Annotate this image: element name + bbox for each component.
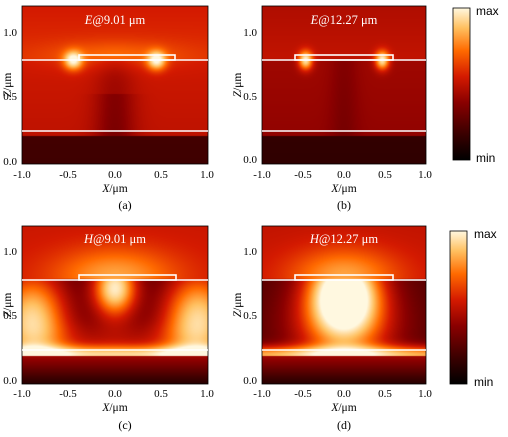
heatmap-a	[22, 6, 208, 164]
x-axis-label-c: X/μm	[101, 402, 127, 414]
x-tick-label: -1.0	[13, 169, 31, 181]
panel-caption-a: (a)	[118, 198, 131, 212]
x-tick-label: 1.0	[200, 388, 214, 400]
x-ticks-a: -1.0 -0.5 0.0 0.5 1.0	[13, 169, 214, 181]
y-tick-label: 0.0	[3, 375, 17, 387]
plot-frame-c	[21, 225, 209, 385]
structure-outline-c	[22, 274, 208, 351]
y-tick-label: 1.0	[3, 246, 17, 258]
x-ticks-d: -1.0 -0.5 0.0 0.5 1.0	[253, 388, 432, 400]
panel-d: H@12.27 μm 0.0 0.5 1.0 -1.0 -0.5 0.0 0.5…	[232, 225, 432, 432]
x-tick-label: 1.0	[200, 169, 214, 181]
y-tick-label: 0.0	[243, 375, 257, 387]
x-tick-label: 0.5	[378, 388, 392, 400]
x-tick-label: 0.5	[378, 169, 392, 181]
plot-frame-b	[261, 5, 427, 165]
y-axis-label-d: Z/μm	[232, 293, 244, 318]
y-ticks-c: 0.0 0.5 1.0	[3, 246, 17, 387]
y-tick-label: 0.5	[243, 91, 257, 103]
y-tick-label: 0.0	[243, 154, 257, 166]
y-ticks-d: 0.0 0.5 1.0	[243, 246, 257, 387]
x-tick-label: -1.0	[253, 388, 271, 400]
y-tick-label: 1.0	[243, 246, 257, 258]
y-tick-label: 0.5	[3, 91, 17, 103]
colorbar-min-label: min	[474, 375, 493, 389]
y-tick-label: 0.5	[243, 310, 257, 322]
y-tick-label: 1.0	[3, 27, 17, 39]
y-axis-label-c: Z/μm	[2, 293, 14, 318]
x-tick-label: -0.5	[59, 388, 77, 400]
panel-c: H@9.01 μm 0.0 0.5 1.0 -1.0 -0.5 0.0 0.5 …	[2, 225, 214, 432]
plot-frame-d	[261, 225, 427, 385]
x-tick-label: 0.0	[108, 388, 122, 400]
colorbar-top: max min	[452, 4, 499, 165]
panel-caption-c: (c)	[118, 418, 131, 432]
x-tick-label: 0.5	[154, 388, 168, 400]
colorbar-gradient	[452, 7, 471, 161]
x-tick-label: 0.0	[337, 169, 351, 181]
structure-outline-d	[262, 274, 426, 351]
panel-caption-b: (b)	[337, 198, 351, 212]
colorbar-bottom: max min	[449, 227, 497, 389]
x-tick-label: -1.0	[13, 388, 31, 400]
x-axis-label-b: X/μm	[330, 183, 356, 195]
x-tick-label: 0.0	[108, 169, 122, 181]
y-tick-label: 0.0	[3, 156, 17, 168]
heatmap-b	[262, 6, 426, 164]
panel-title-d: H@12.27 μm	[309, 232, 378, 246]
x-axis-label-a: X/μm	[101, 183, 127, 195]
panel-title-b: E@12.27 μm	[310, 13, 378, 27]
colorbar-max-label: max	[476, 4, 499, 18]
panel-b: E@12.27 μm 0.0 0.5 1.0 -1.0 -0.5 0.0 0.5…	[232, 5, 432, 212]
x-tick-label: -0.5	[59, 169, 77, 181]
colorbar-min-label: min	[476, 151, 495, 165]
y-axis-label-b: Z/μm	[232, 73, 244, 98]
x-ticks-b: -1.0 -0.5 0.0 0.5 1.0	[253, 169, 432, 181]
y-ticks-a: 0.0 0.5 1.0	[3, 27, 17, 168]
colorbar-gradient	[449, 230, 468, 385]
y-tick-label: 0.5	[3, 310, 17, 322]
x-tick-label: 0.5	[154, 169, 168, 181]
panel-a: E@9.01 μm 0.0 0.5 1.0 -1.0 -0.5 0.0 0.5 …	[2, 5, 214, 212]
y-axis-label-a: Z/μm	[2, 73, 14, 98]
y-tick-label: 1.0	[243, 27, 257, 39]
structure-outline-b	[262, 54, 426, 132]
panel-title-c: H@9.01 μm	[83, 232, 146, 246]
y-ticks-b: 0.0 0.5 1.0	[243, 27, 257, 166]
panel-caption-d: (d)	[337, 418, 351, 432]
x-axis-label-d: X/μm	[330, 402, 356, 414]
structure-outline-a	[22, 54, 208, 132]
heatmap-d	[262, 226, 426, 384]
x-tick-label: 0.0	[337, 388, 351, 400]
x-tick-label: -1.0	[253, 169, 271, 181]
colorbar-max-label: max	[474, 227, 497, 241]
panel-title-a: E@9.01 μm	[84, 13, 146, 27]
x-tick-label: 1.0	[418, 169, 432, 181]
x-tick-label: -0.5	[294, 169, 312, 181]
plot-frame-a	[21, 5, 209, 165]
heatmap-c	[22, 226, 208, 384]
x-tick-label: 1.0	[418, 388, 432, 400]
x-tick-label: -0.5	[294, 388, 312, 400]
x-ticks-c: -1.0 -0.5 0.0 0.5 1.0	[13, 388, 214, 400]
